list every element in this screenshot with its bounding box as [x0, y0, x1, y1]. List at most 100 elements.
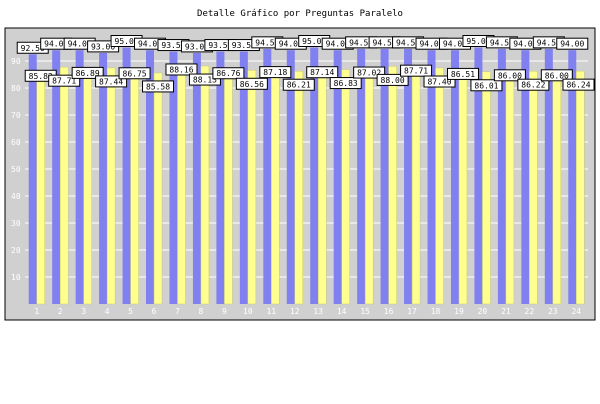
x-tick-label: 18: [431, 307, 441, 316]
data-label: 94.50: [537, 38, 561, 47]
chart-title: Detalle Gráfico por Preguntas Paralelo: [197, 9, 403, 19]
bar-series-2: [294, 70, 304, 305]
data-label: 86.89: [76, 69, 100, 78]
data-label-box: [71, 66, 104, 79]
data-label: 94.50: [396, 38, 420, 47]
data-label-box: [118, 67, 151, 80]
data-label-box: [470, 79, 503, 92]
x-tick-label: 8: [199, 307, 204, 316]
bar-series-2: [59, 66, 69, 305]
x-tick-label: 3: [81, 307, 86, 316]
x-tick-label: 20: [478, 307, 488, 316]
grid: [25, 60, 588, 278]
data-label-box: [282, 78, 315, 91]
data-label: 94.50: [373, 38, 397, 47]
bar-series-1: [450, 50, 459, 305]
data-label: 86.83: [334, 79, 358, 88]
bar-series-2: [200, 65, 210, 305]
bar-series-1: [28, 54, 37, 304]
data-label-box: [562, 78, 595, 91]
data-label: 86.24: [566, 81, 590, 90]
bar-series-1: [75, 50, 84, 305]
data-label-box: [235, 77, 268, 90]
data-label: 86.21: [287, 81, 311, 90]
bar-series-1: [99, 52, 108, 305]
bar-series-2: [247, 70, 257, 305]
data-label: 94.00: [279, 40, 303, 49]
data-label: 87.18: [263, 68, 287, 77]
bar-series-2: [130, 69, 139, 305]
x-tick-label: 11: [266, 307, 276, 316]
x-tick-label: 15: [360, 307, 370, 316]
bar-series-2: [458, 70, 468, 305]
bar-series-2: [36, 72, 45, 305]
data-label-box: [259, 66, 292, 79]
data-label: 85.82: [29, 72, 53, 81]
bar-series-1: [380, 48, 389, 304]
data-label-box: [540, 69, 573, 82]
bars: [28, 47, 585, 305]
x-tick-label: 6: [152, 307, 157, 316]
bar-series-1: [169, 51, 178, 304]
bar-series-1: [286, 50, 295, 305]
data-label-box: [142, 80, 175, 93]
bar-series-2: [552, 71, 562, 305]
bar-series-1: [404, 48, 413, 304]
data-label: 94.00: [419, 40, 443, 49]
x-tick-label: 4: [105, 307, 110, 316]
x-tick-label: 7: [175, 307, 180, 316]
data-label: 94.50: [490, 38, 514, 47]
x-tick-label: 23: [548, 307, 558, 316]
bar-series-2: [388, 66, 397, 305]
y-tick-label: 70: [11, 111, 21, 120]
x-tick-label: 22: [525, 307, 535, 316]
x-tick-label: 2: [58, 307, 63, 316]
data-label-box: [188, 73, 221, 86]
data-label: 87.71: [52, 77, 76, 86]
data-label-box: [165, 63, 198, 76]
x-tick-label: 10: [243, 307, 253, 316]
bar-series-1: [357, 48, 366, 304]
data-label: 93.00: [185, 42, 209, 51]
data-label: 86.22: [521, 81, 545, 90]
data-label: 94.00: [326, 40, 350, 49]
bar-series-1: [263, 48, 272, 304]
x-tick-label: 19: [454, 307, 464, 316]
y-tick-label: 40: [11, 192, 21, 201]
bar-series-1: [192, 52, 201, 305]
x-tick-label: 12: [290, 307, 300, 316]
bar-series-1: [310, 47, 319, 304]
data-label: 86.01: [474, 81, 498, 90]
data-label: 88.16: [169, 65, 193, 74]
data-label-box: [353, 66, 386, 79]
data-label: 87.71: [404, 67, 428, 76]
bar-series-2: [177, 65, 186, 305]
bar-series-1: [568, 50, 577, 305]
bar-series-2: [576, 70, 585, 305]
data-label: 88.13: [193, 76, 217, 85]
data-label: 87.40: [427, 78, 451, 87]
data-label: 86.56: [240, 80, 264, 89]
x-tick-label: 5: [128, 307, 133, 316]
data-label: 94.00: [68, 40, 92, 49]
y-tick-label: 80: [11, 84, 21, 93]
y-tick-label: 90: [11, 57, 21, 66]
data-label-box: [212, 67, 245, 80]
data-label: 95.00: [115, 37, 139, 46]
data-label: 93.00: [91, 42, 115, 51]
x-tick-label: 9: [222, 307, 227, 316]
x-tick-label: 1: [34, 307, 39, 316]
data-label: 87.02: [357, 69, 381, 78]
data-labels: 92.50 85.82 94.00 87.71 94.00 86.89 93.00 87.44…: [16, 35, 595, 93]
data-label: 86.75: [123, 69, 147, 78]
x-tick-label: 17: [407, 307, 417, 316]
bar-series-1: [52, 50, 61, 305]
bar-series-2: [83, 69, 92, 305]
bar-series-2: [364, 68, 374, 305]
data-label: 94.00: [443, 40, 467, 49]
data-label-box: [306, 66, 339, 79]
bar-series-1: [497, 48, 506, 304]
y-tick-label: 30: [11, 219, 21, 228]
